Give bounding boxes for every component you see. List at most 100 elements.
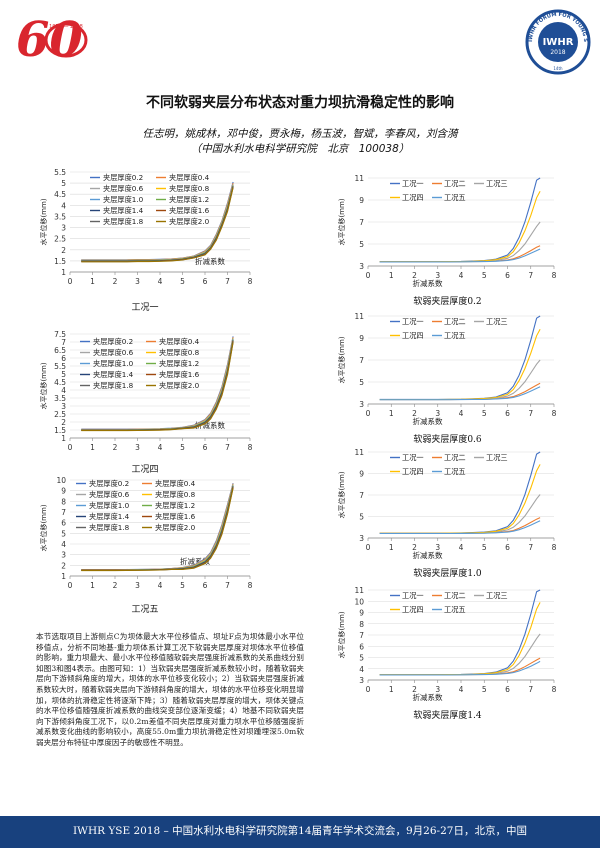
y-tick-label: 5 xyxy=(359,378,364,387)
x-tick-label: 6 xyxy=(505,271,510,280)
logo-sub: 14th xyxy=(553,66,563,71)
series-line xyxy=(379,177,541,263)
y-tick-label: 7 xyxy=(359,491,364,500)
y-axis-label: 水平位移(mm) xyxy=(337,471,346,518)
x-tick-label: 7 xyxy=(225,277,230,286)
legend-label: 工况三 xyxy=(486,453,508,462)
legend-label: 夹层厚度0.4 xyxy=(155,479,196,488)
x-tick-label: 0 xyxy=(68,581,73,590)
y-tick-label: 7 xyxy=(359,631,364,640)
y-axis-label: 水平位移(mm) xyxy=(39,504,48,551)
x-tick-label: 0 xyxy=(366,271,371,280)
y-axis-label: 水平位移(mm) xyxy=(39,198,48,245)
y-tick-label: 5 xyxy=(61,529,66,538)
legend-label: 夹层厚度2.0 xyxy=(169,217,210,226)
body-paragraph: 本节选取项目上游侧点C为坝体最大水平位移值点、坝址F点为坝体最小水平位移值点，分… xyxy=(36,632,304,747)
x-tick-label: 4 xyxy=(459,271,464,280)
x-tick-label: 8 xyxy=(552,409,557,418)
series-line xyxy=(379,359,541,401)
y-tick-label: 4 xyxy=(61,201,66,210)
x-tick-label: 5 xyxy=(180,581,185,590)
y-tick-label: 4.5 xyxy=(54,378,66,387)
caption-case-1: 工况一 xyxy=(131,303,159,313)
caption-thickness-1.0: 软弱夹层厚度1.0 xyxy=(413,569,482,579)
y-tick-label: 3 xyxy=(359,400,364,409)
y-axis-label: 水平位移(mm) xyxy=(39,362,48,409)
y-tick-label: 7 xyxy=(61,338,66,347)
logo-year: 2018 xyxy=(550,49,565,56)
legend-label: 夹层厚度2.0 xyxy=(155,523,196,532)
y-tick-label: 6.5 xyxy=(54,346,66,355)
y-tick-label: 3 xyxy=(359,534,364,543)
y-tick-label: 11 xyxy=(354,312,364,321)
y-tick-label: 1.5 xyxy=(54,257,66,266)
x-tick-label: 4 xyxy=(459,685,464,694)
y-tick-label: 6 xyxy=(359,642,364,651)
x-tick-label: 0 xyxy=(366,543,371,552)
y-tick-label: 8 xyxy=(61,497,66,506)
caption-thickness-1.4: 软弱夹层厚度1.4 xyxy=(413,711,482,721)
y-tick-label: 9 xyxy=(61,487,66,496)
iwhr-forum-logo: IWHR FORUM FOR YOUNG SCIENTISTS IWHR 201… xyxy=(522,4,592,76)
footer-text: IWHR YSE 2018 – 中国水利水电科学研究院第14届青年学术交流会，9… xyxy=(73,825,527,837)
legend-label: 夹层厚度1.8 xyxy=(89,523,130,532)
legend-label: 工况五 xyxy=(444,331,466,340)
series-line xyxy=(379,589,541,676)
y-tick-label: 4.5 xyxy=(54,190,66,199)
x-tick-label: 3 xyxy=(435,543,440,552)
legend-label: 夹层厚度0.4 xyxy=(159,337,200,346)
legend-label: 工况四 xyxy=(402,331,424,340)
legend-label: 工况五 xyxy=(444,467,466,476)
y-tick-label: 5 xyxy=(359,513,364,522)
y-tick-label: 2 xyxy=(61,246,66,255)
x-tick-label: 3 xyxy=(135,443,140,452)
x-axis-label: 折减系数 xyxy=(413,692,443,702)
caption-thickness-0.6: 软弱夹层厚度0.6 xyxy=(413,435,482,445)
anniversary-ring xyxy=(44,22,88,58)
legend-label: 工况二 xyxy=(444,317,466,326)
y-tick-label: 5 xyxy=(359,654,364,663)
y-tick-label: 1 xyxy=(61,268,66,277)
legend-label: 夹层厚度0.6 xyxy=(93,348,134,357)
legend-label: 工况三 xyxy=(486,591,508,600)
x-tick-label: 6 xyxy=(203,443,208,452)
x-tick-label: 4 xyxy=(158,443,163,452)
x-tick-label: 6 xyxy=(505,409,510,418)
y-tick-label: 5 xyxy=(359,240,364,249)
y-tick-label: 1.5 xyxy=(54,426,66,435)
x-tick-label: 0 xyxy=(68,443,73,452)
x-tick-label: 2 xyxy=(412,543,417,552)
y-tick-label: 7 xyxy=(359,356,364,365)
y-tick-label: 7.5 xyxy=(54,330,66,339)
x-tick-label: 2 xyxy=(113,277,118,286)
x-tick-label: 0 xyxy=(366,409,371,418)
x-tick-label: 8 xyxy=(248,443,253,452)
x-tick-label: 5 xyxy=(482,409,487,418)
x-tick-label: 3 xyxy=(135,277,140,286)
y-tick-label: 8 xyxy=(359,620,364,629)
legend-label: 工况四 xyxy=(402,467,424,476)
paper-title: 不同软弱夹层分布状态对重力坝抗滑稳定性的影响 xyxy=(146,95,454,111)
legend-label: 夹层厚度0.8 xyxy=(159,348,200,357)
legend-label: 夹层厚度0.4 xyxy=(169,173,210,182)
x-tick-label: 7 xyxy=(225,443,230,452)
y-axis-label: 水平位移(mm) xyxy=(337,198,346,245)
affiliation: （中国水利水电科学研究院 北京 100038） xyxy=(190,143,410,155)
x-tick-label: 5 xyxy=(180,277,185,286)
x-tick-label: 2 xyxy=(412,271,417,280)
legend-label: 夹层厚度1.0 xyxy=(103,195,144,204)
anniversary-logo: 60 1958 — 2018 xyxy=(14,8,104,68)
y-tick-label: 6 xyxy=(61,354,66,363)
series-line xyxy=(379,660,541,676)
y-tick-label: 9 xyxy=(359,609,364,618)
x-tick-label: 3 xyxy=(435,409,440,418)
x-tick-label: 7 xyxy=(528,409,533,418)
legend-label: 夹层厚度0.2 xyxy=(103,173,143,182)
legend-label: 夹层厚度1.6 xyxy=(169,206,210,215)
y-tick-label: 3.5 xyxy=(54,394,66,403)
legend-label: 工况一 xyxy=(402,179,424,188)
